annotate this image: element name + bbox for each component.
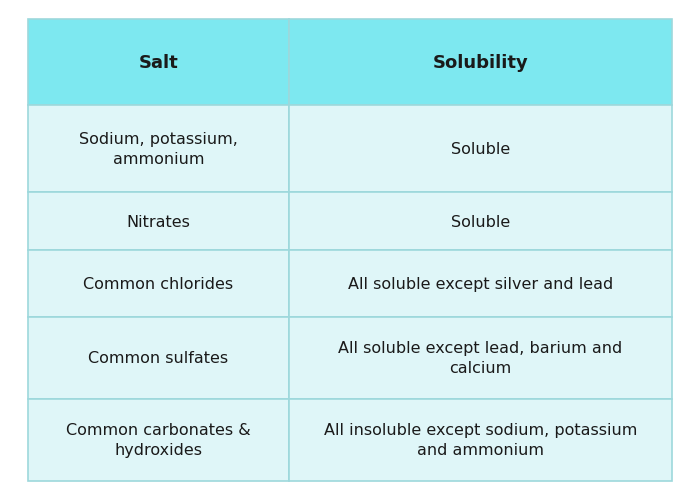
Text: Common sulfates: Common sulfates	[88, 351, 228, 365]
Text: All soluble except silver and lead: All soluble except silver and lead	[348, 277, 613, 292]
Bar	[289, 399, 672, 481]
Text: Soluble: Soluble	[451, 141, 510, 156]
Text: All insoluble except sodium, potassium
and ammonium: All insoluble except sodium, potassium a…	[323, 422, 637, 457]
Bar	[289, 105, 672, 192]
Bar	[28, 20, 289, 105]
Text: Sodium, potassium,
ammonium: Sodium, potassium, ammonium	[79, 132, 238, 166]
Text: Soluble: Soluble	[451, 214, 510, 229]
Bar	[289, 251, 672, 317]
Bar	[28, 317, 289, 399]
Bar	[289, 20, 672, 105]
Text: Nitrates: Nitrates	[127, 214, 190, 229]
Bar	[28, 251, 289, 317]
Bar	[289, 317, 672, 399]
Text: Solubility: Solubility	[433, 54, 528, 72]
Bar	[28, 192, 289, 251]
Text: All soluble except lead, barium and
calcium: All soluble except lead, barium and calc…	[338, 341, 622, 375]
Text: Common chlorides: Common chlorides	[83, 277, 234, 292]
Text: Common carbonates &
hydroxides: Common carbonates & hydroxides	[66, 422, 251, 457]
Bar	[289, 192, 672, 251]
Bar	[28, 105, 289, 192]
Text: Salt: Salt	[139, 54, 178, 72]
Bar	[28, 399, 289, 481]
